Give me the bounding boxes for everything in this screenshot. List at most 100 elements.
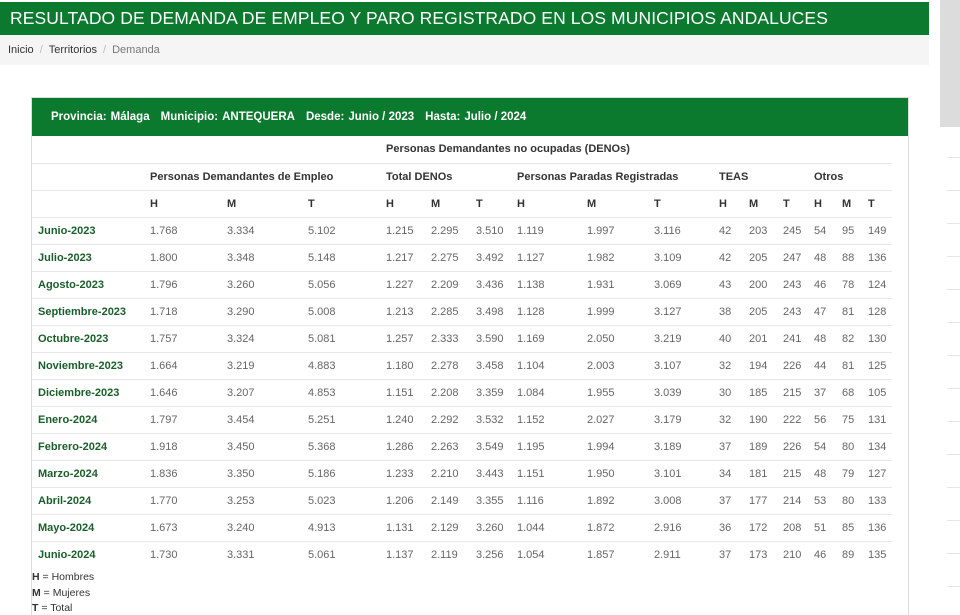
table-cell: 1.217 <box>386 243 431 271</box>
table-cell: 53 <box>814 486 842 514</box>
breadcrumb-separator: / <box>103 44 107 56</box>
table-cell: 5.186 <box>308 459 386 487</box>
table-cell: 32 <box>719 351 749 379</box>
table-cell: 95 <box>842 216 868 244</box>
group-header-teas: TEAS <box>719 162 814 190</box>
table-cell: 2.292 <box>431 405 476 433</box>
table-cell: 1.997 <box>587 216 654 244</box>
table-cell: 1.119 <box>517 216 587 244</box>
table-cell: 3.069 <box>654 270 719 298</box>
table-cell: 3.240 <box>227 513 308 541</box>
table-cell: 2.210 <box>431 459 476 487</box>
results-table: Personas Demandantes no ocupadas (DENOs)… <box>32 136 892 568</box>
table-cell: 3.348 <box>227 243 308 271</box>
table-cell: 3.189 <box>654 432 719 460</box>
table-cell: 173 <box>749 540 783 568</box>
table-cell: 78 <box>842 270 868 298</box>
table-cell: 3.219 <box>227 351 308 379</box>
row-month: Junio-2023 <box>32 216 150 244</box>
table-cell: 3.350 <box>227 459 308 487</box>
table-cell: 2.050 <box>587 324 654 352</box>
table-cell: 3.008 <box>654 486 719 514</box>
table-cell: 1.931 <box>587 270 654 298</box>
table-cell: 133 <box>868 486 892 514</box>
results-panel: Provincia: Málaga Municipio: ANTEQUERA Desde… <box>31 97 909 615</box>
table-cell: 1.151 <box>386 378 431 406</box>
table-cell: 1.084 <box>517 378 587 406</box>
table-cell: 1.138 <box>517 270 587 298</box>
table-cell: 51 <box>814 513 842 541</box>
table-cell: 200 <box>749 270 783 298</box>
table-cell: 1.152 <box>517 405 587 433</box>
table-cell: 1.286 <box>386 432 431 460</box>
table-cell: 48 <box>814 459 842 487</box>
table-cell: 2.003 <box>587 351 654 379</box>
table-cell: 4.853 <box>308 378 386 406</box>
table-cell: 105 <box>868 378 892 406</box>
table-cell: 47 <box>814 297 842 325</box>
table-cell: 3.260 <box>227 270 308 298</box>
table-row: Junio-2024 1.730 3.331 5.061 1.137 2.119 3.256… <box>32 540 892 568</box>
breadcrumb-territorios-link[interactable]: Territorios <box>48 44 98 56</box>
legend-item: H = Hombres <box>32 571 95 583</box>
group-header-paradas: Personas Paradas Registradas <box>517 162 719 190</box>
table-cell: 4.913 <box>308 513 386 541</box>
group-header-otros: Otros <box>814 162 892 190</box>
table-cell: 2.119 <box>431 540 476 568</box>
table-cell: 1.137 <box>386 540 431 568</box>
table-cell: 1.240 <box>386 405 431 433</box>
row-month: Marzo-2024 <box>32 459 150 487</box>
table-cell: 48 <box>814 324 842 352</box>
table-cell: 3.107 <box>654 351 719 379</box>
table-cell: 1.796 <box>150 270 227 298</box>
table-cell: 3.219 <box>654 324 719 352</box>
legend: H = Hombres M = Mujeres T = Total <box>32 570 94 615</box>
table-cell: 1.131 <box>386 513 431 541</box>
table-cell: 3.450 <box>227 432 308 460</box>
table-row: Febrero-2024 1.918 3.450 5.368 1.286 2.263 3.5… <box>32 432 892 460</box>
column-header: H <box>517 189 587 217</box>
table-cell: 5.368 <box>308 432 386 460</box>
table-cell: 40 <box>719 324 749 352</box>
table-cell: 1.044 <box>517 513 587 541</box>
table-cell: 215 <box>783 378 814 406</box>
table-cell: 43 <box>719 270 749 298</box>
municipio-filter: Municipio: ANTEQUERA <box>160 111 295 123</box>
column-header: T <box>308 189 386 217</box>
table-cell: 37 <box>814 378 842 406</box>
table-cell: 3.498 <box>476 297 517 325</box>
table-cell: 3.331 <box>227 540 308 568</box>
column-header: T <box>783 189 814 217</box>
table-cell: 79 <box>842 459 868 487</box>
table-cell: 247 <box>783 243 814 271</box>
table-row: Noviembre-2023 1.664 3.219 4.883 1.180 2.278 3… <box>32 351 892 379</box>
table-cell: 37 <box>719 540 749 568</box>
table-cell: 1.857 <box>587 540 654 568</box>
table-cell: 205 <box>749 243 783 271</box>
table-cell: 3.116 <box>654 216 719 244</box>
table-cell: 5.056 <box>308 270 386 298</box>
table-cell: 3.510 <box>476 216 517 244</box>
table-cell: 208 <box>783 513 814 541</box>
table-cell: 2.295 <box>431 216 476 244</box>
table-cell: 1.955 <box>587 378 654 406</box>
table-cell: 1.757 <box>150 324 227 352</box>
table-cell: 46 <box>814 270 842 298</box>
column-header: T <box>654 189 719 217</box>
row-month: Junio-2024 <box>32 540 150 568</box>
table-cell: 1.768 <box>150 216 227 244</box>
table-cell: 3.549 <box>476 432 517 460</box>
table-cell: 1.646 <box>150 378 227 406</box>
table-cell: 2.275 <box>431 243 476 271</box>
table-cell: 1.257 <box>386 324 431 352</box>
table-row: Enero-2024 1.797 3.454 5.251 1.240 2.292 3.532… <box>32 405 892 433</box>
hasta-filter: Hasta: Julio / 2024 <box>425 111 527 123</box>
column-header: M <box>842 189 868 217</box>
table-cell: 124 <box>868 270 892 298</box>
table-cell: 214 <box>783 486 814 514</box>
table-cell: 88 <box>842 243 868 271</box>
table-cell: 3.355 <box>476 486 517 514</box>
breadcrumb-inicio-link[interactable]: Inicio <box>8 44 34 56</box>
table-cell: 127 <box>868 459 892 487</box>
row-month: Octubre-2023 <box>32 324 150 352</box>
